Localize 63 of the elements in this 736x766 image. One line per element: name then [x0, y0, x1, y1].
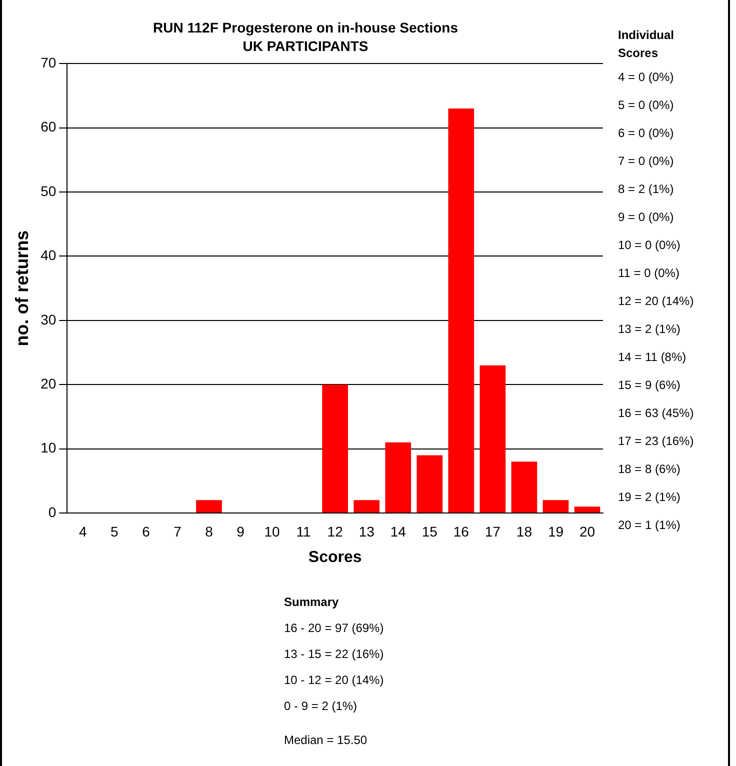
text: 5 = 0 (0%): [618, 98, 675, 114]
y-axis-title: no. of returns: [12, 230, 32, 346]
x-tick-label: 14: [390, 523, 406, 540]
x-tick-label: 15: [422, 523, 438, 540]
bar: [448, 108, 474, 512]
text: 4 = 0 (0%): [618, 70, 675, 86]
x-tick-label: 10: [264, 523, 280, 540]
bar: [511, 462, 538, 512]
x-tick-label: 19: [548, 523, 564, 540]
bar: [196, 500, 222, 512]
text: 14 = 11 (8%): [618, 350, 688, 366]
y-tick-label: 70: [40, 54, 56, 70]
y-tick-label: 30: [40, 311, 56, 328]
y-tick-label: 60: [40, 118, 56, 135]
y-tick-label: 50: [40, 182, 56, 199]
text: 0 - 9 = 2 (1%): [284, 699, 358, 715]
chart-title: RUN 112F Progesterone on in-house Sections: [153, 19, 458, 36]
x-tick-label: 11: [296, 523, 312, 540]
x-tick-label: 16: [453, 523, 470, 540]
x-tick-label: 8: [205, 523, 214, 540]
text: 9 = 0 (0%): [618, 210, 675, 226]
y-tick-label: 10: [40, 440, 56, 456]
bar: [322, 384, 348, 512]
bar: [542, 500, 569, 512]
text: 16 = 63 (45%): [618, 406, 695, 422]
x-tick-label: 9: [236, 523, 245, 540]
text: 20 = 1 (1%): [618, 518, 682, 534]
text: 8 = 2 (1%): [618, 182, 675, 198]
text: 6 = 0 (0%): [618, 126, 675, 142]
bar: [574, 506, 600, 512]
y-tick-label: 40: [40, 247, 56, 264]
text: Median = 15.50: [284, 733, 368, 749]
text: 19 = 2 (1%): [618, 490, 682, 506]
bar: [480, 365, 506, 512]
x-tick-label: 5: [110, 523, 119, 540]
text: 13 = 2 (1%): [618, 322, 682, 338]
bar: [354, 500, 380, 512]
text: 15 = 9 (6%): [618, 378, 682, 394]
text: 7 = 0 (0%): [618, 154, 675, 170]
x-tick-label: 12: [327, 523, 344, 540]
text: Individual Scores: [618, 27, 676, 62]
x-tick-label: 13: [358, 523, 375, 540]
bar: [385, 442, 412, 512]
text: 10 = 0 (0%): [618, 238, 682, 254]
bar: [416, 455, 443, 512]
y-tick-label: 0: [48, 504, 56, 520]
chart-subtitle: UK PARTICIPANTS: [242, 38, 368, 54]
x-axis-title: Scores: [308, 548, 362, 566]
x-tick-label: 6: [142, 523, 150, 540]
text: 13 - 15 = 22 (16%): [284, 647, 384, 663]
x-tick-label: 18: [516, 523, 532, 540]
y-tick-label: 20: [40, 375, 56, 392]
text: 11 = 0 (0%): [618, 266, 680, 282]
x-tick-label: 7: [174, 523, 182, 540]
text: Summary: [284, 595, 340, 611]
text: 17 = 23 (16%): [618, 434, 695, 450]
text: 18 = 8 (6%): [618, 462, 682, 478]
text: 12 = 20 (14%): [618, 294, 695, 310]
x-tick-label: 20: [579, 523, 596, 540]
x-tick-label: 4: [79, 523, 88, 540]
x-tick-label: 17: [484, 523, 501, 540]
text: 16 - 20 = 97 (69%): [284, 621, 384, 637]
text: 10 - 12 = 20 (14%): [284, 673, 384, 689]
